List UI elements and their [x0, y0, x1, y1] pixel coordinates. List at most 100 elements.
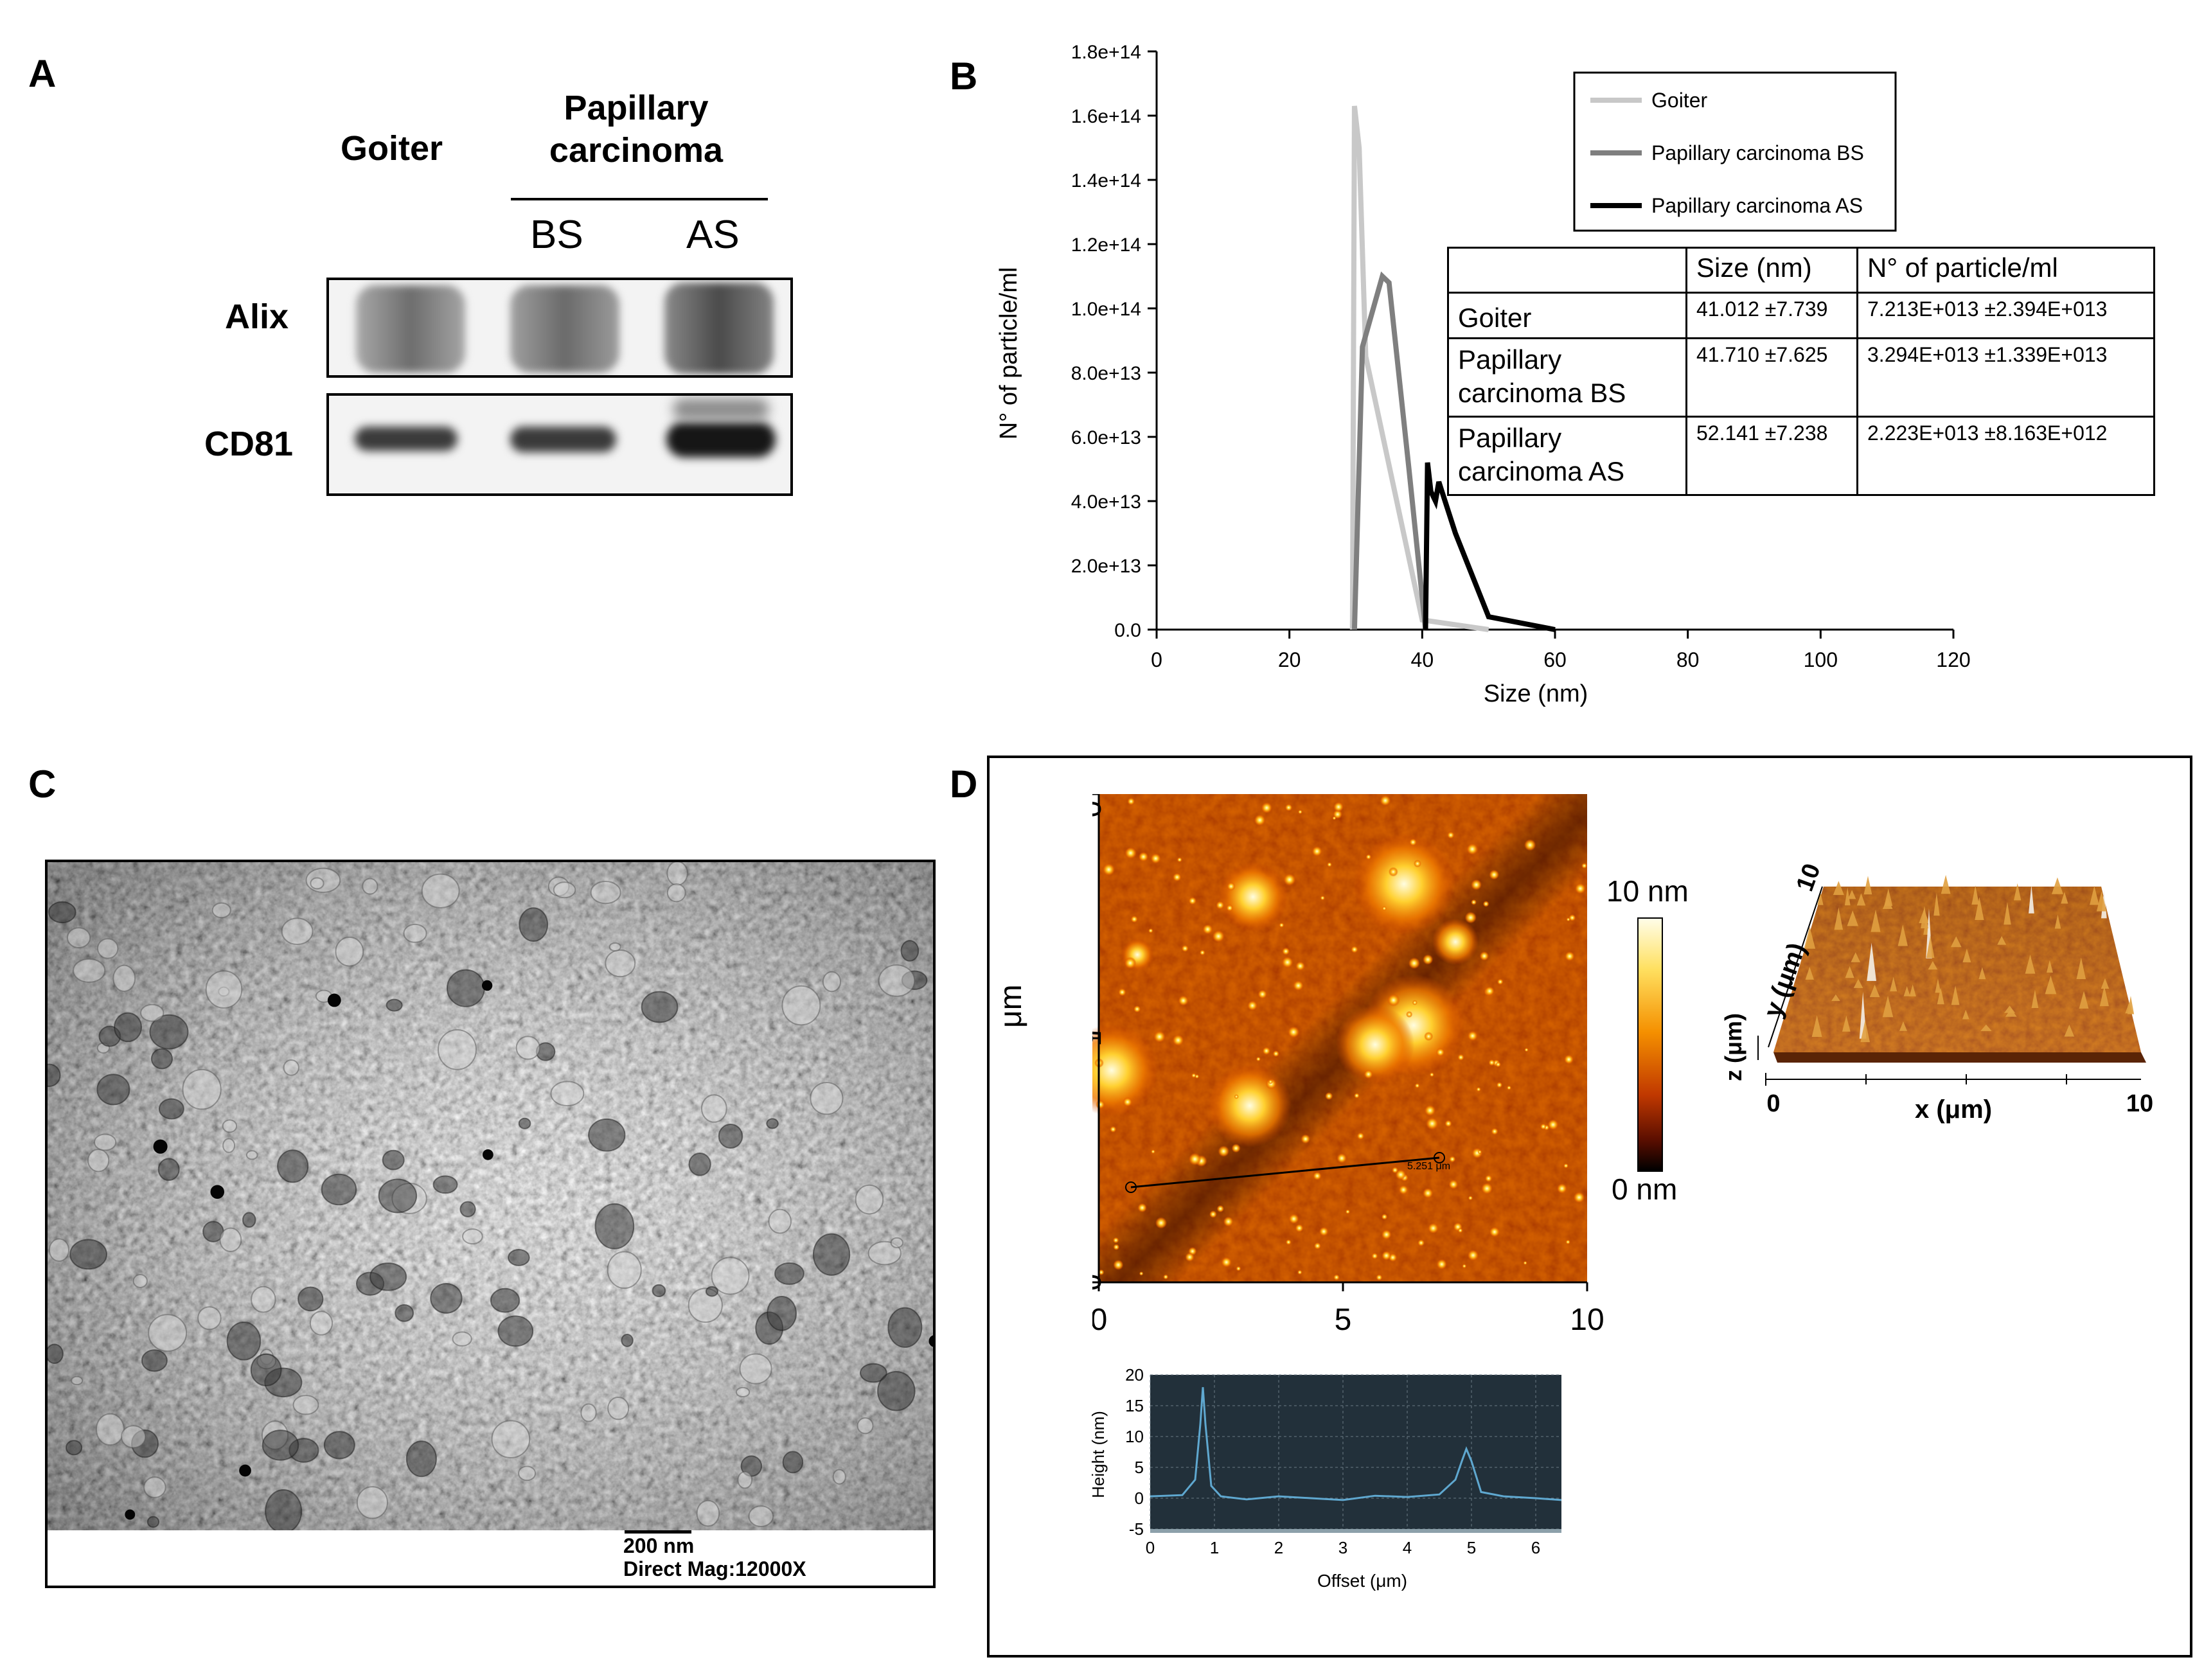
table-cell-concentration: 7.213E+013 ±2.394E+013	[1856, 292, 2155, 339]
tem-vesicle	[459, 1201, 476, 1217]
chart-legend: Goiter Papillary carcinoma BS Papillary ca…	[1573, 71, 1897, 232]
afm-particle	[1124, 847, 1137, 860]
tem-vesicle	[452, 1331, 472, 1347]
wb-cd81-band-bs	[510, 427, 616, 452]
wb-row-cd81: CD81	[204, 425, 294, 463]
afm-particle	[1098, 1269, 1105, 1276]
tem-vesicle	[112, 964, 136, 992]
afm-particle	[1417, 1239, 1425, 1247]
afm-particle	[1181, 944, 1189, 952]
afm-particle	[1256, 1056, 1261, 1062]
afm-3d-spike	[2004, 902, 2011, 925]
tem-vesicle	[887, 1307, 923, 1348]
tem-vesicle	[518, 1117, 531, 1129]
afm-particle	[1484, 1174, 1493, 1183]
table-header-cell: Size (nm)	[1685, 247, 1858, 294]
profile-y-tick: 5	[1135, 1458, 1144, 1477]
afm-3d-spike	[2005, 1008, 2017, 1017]
afm-3d-spike	[1805, 966, 1814, 980]
afm-3d-spike	[2064, 1024, 2075, 1037]
afm-3d-spike	[2014, 883, 2022, 901]
afm-3d-spike	[1909, 984, 1916, 996]
afm-3d-spike	[1842, 1015, 1851, 1032]
afm-particle	[1574, 883, 1586, 894]
tem-vesicle	[321, 1173, 357, 1206]
tem-vesicle	[211, 902, 231, 919]
afm-y-tick: 0	[1092, 1274, 1106, 1291]
tem-vesicle	[114, 1012, 143, 1043]
table-cell-concentration: 3.294E+013 ±1.339E+013	[1856, 337, 2155, 418]
afm-particle	[1569, 914, 1576, 922]
wb-group-divider	[511, 198, 768, 200]
x-axis-label: Size (nm)	[1484, 680, 1588, 707]
afm-particle	[1564, 951, 1575, 962]
tem-vesicle	[782, 1451, 804, 1474]
table-header-cell: N° of particle/ml	[1856, 247, 2155, 294]
afm-3d-spike	[1978, 967, 1986, 980]
afm-particle	[1581, 863, 1588, 869]
afm-particle	[1413, 860, 1421, 868]
tem-vesicle	[73, 958, 106, 983]
x-tick-label: 100	[1804, 648, 1838, 671]
afm-particle	[1209, 1210, 1217, 1218]
afm-particle	[1124, 957, 1137, 969]
tem-vesicle	[767, 1295, 797, 1331]
afm-particle	[1112, 1237, 1119, 1244]
afm-3d-spike	[1899, 1021, 1907, 1031]
tem-vesicle	[277, 1149, 309, 1183]
tem-vesicle	[265, 1489, 303, 1530]
table-row: Papillary carcinoma BS 41.710 ±7.625 3.2…	[1447, 337, 2155, 418]
tem-vesicle	[446, 969, 485, 1007]
afm-particle	[1556, 1183, 1567, 1194]
afm-particle	[1311, 845, 1322, 857]
tem-vesicle	[490, 1287, 520, 1313]
tem-dense-particle	[125, 1509, 136, 1520]
tem-vesicle	[832, 1469, 846, 1485]
afm-particle	[1432, 919, 1479, 965]
tem-vesicle	[666, 883, 686, 903]
afm-particle	[1408, 957, 1420, 969]
afm-particle	[1327, 862, 1332, 867]
afm-particle	[1351, 946, 1358, 953]
afm-particle	[1295, 1223, 1304, 1233]
afm-particle	[1466, 843, 1479, 855]
tem-vesicle	[362, 878, 378, 895]
afm-particle	[1354, 1093, 1360, 1099]
y-tick-label: 4.0e+13	[1071, 491, 1141, 513]
wb-alix-blot	[326, 278, 793, 378]
tem-vesicle	[594, 1203, 635, 1250]
afm-particle	[1382, 906, 1387, 911]
afm-colorbar	[1637, 917, 1663, 1172]
x-tick-label: 120	[1936, 648, 1970, 671]
tem-vesicle	[688, 1153, 711, 1176]
afm-3d-spike	[1863, 876, 1872, 895]
afm-particle	[1563, 1163, 1569, 1169]
colorbar-max-label: 10 nm	[1606, 874, 1689, 908]
tem-vesicle	[781, 985, 821, 1026]
afm-particle	[1477, 1149, 1482, 1154]
afm-particle	[1254, 814, 1266, 826]
afm-3d-spike	[2096, 891, 2107, 912]
afm-3d-spike	[1882, 995, 1894, 1018]
afm-particle	[1429, 1072, 1435, 1077]
afm-particle	[1425, 1117, 1439, 1130]
tem-vesicle	[309, 1311, 333, 1336]
afm-particle	[1488, 1059, 1495, 1066]
tem-vesicle	[605, 949, 636, 978]
table-cell-sample: Goiter	[1447, 292, 1687, 339]
afm-3d-spike	[2054, 914, 2061, 929]
afm-particle	[1191, 1073, 1196, 1078]
tem-vesicle	[696, 1499, 720, 1527]
table-cell-sample: Papillary carcinoma AS	[1447, 416, 1687, 496]
afm-particle	[1332, 816, 1337, 820]
afm-particle	[1524, 1047, 1529, 1052]
tem-vesicle	[121, 1425, 147, 1449]
tem-vesicle	[96, 1074, 130, 1106]
tem-vesicle	[281, 917, 314, 946]
panel-label-a: A	[28, 52, 57, 95]
nta-chart: 0.0 2.0e+13 4.0e+13 6.0e+13 8.0e+13 1.0e+14 1.…	[995, 42, 1971, 707]
y-tick-label: 0.0	[1114, 620, 1141, 641]
profile-x-tick: 3	[1338, 1538, 1347, 1557]
afm-particle	[1484, 986, 1495, 996]
tem-vesicle	[621, 1334, 634, 1347]
